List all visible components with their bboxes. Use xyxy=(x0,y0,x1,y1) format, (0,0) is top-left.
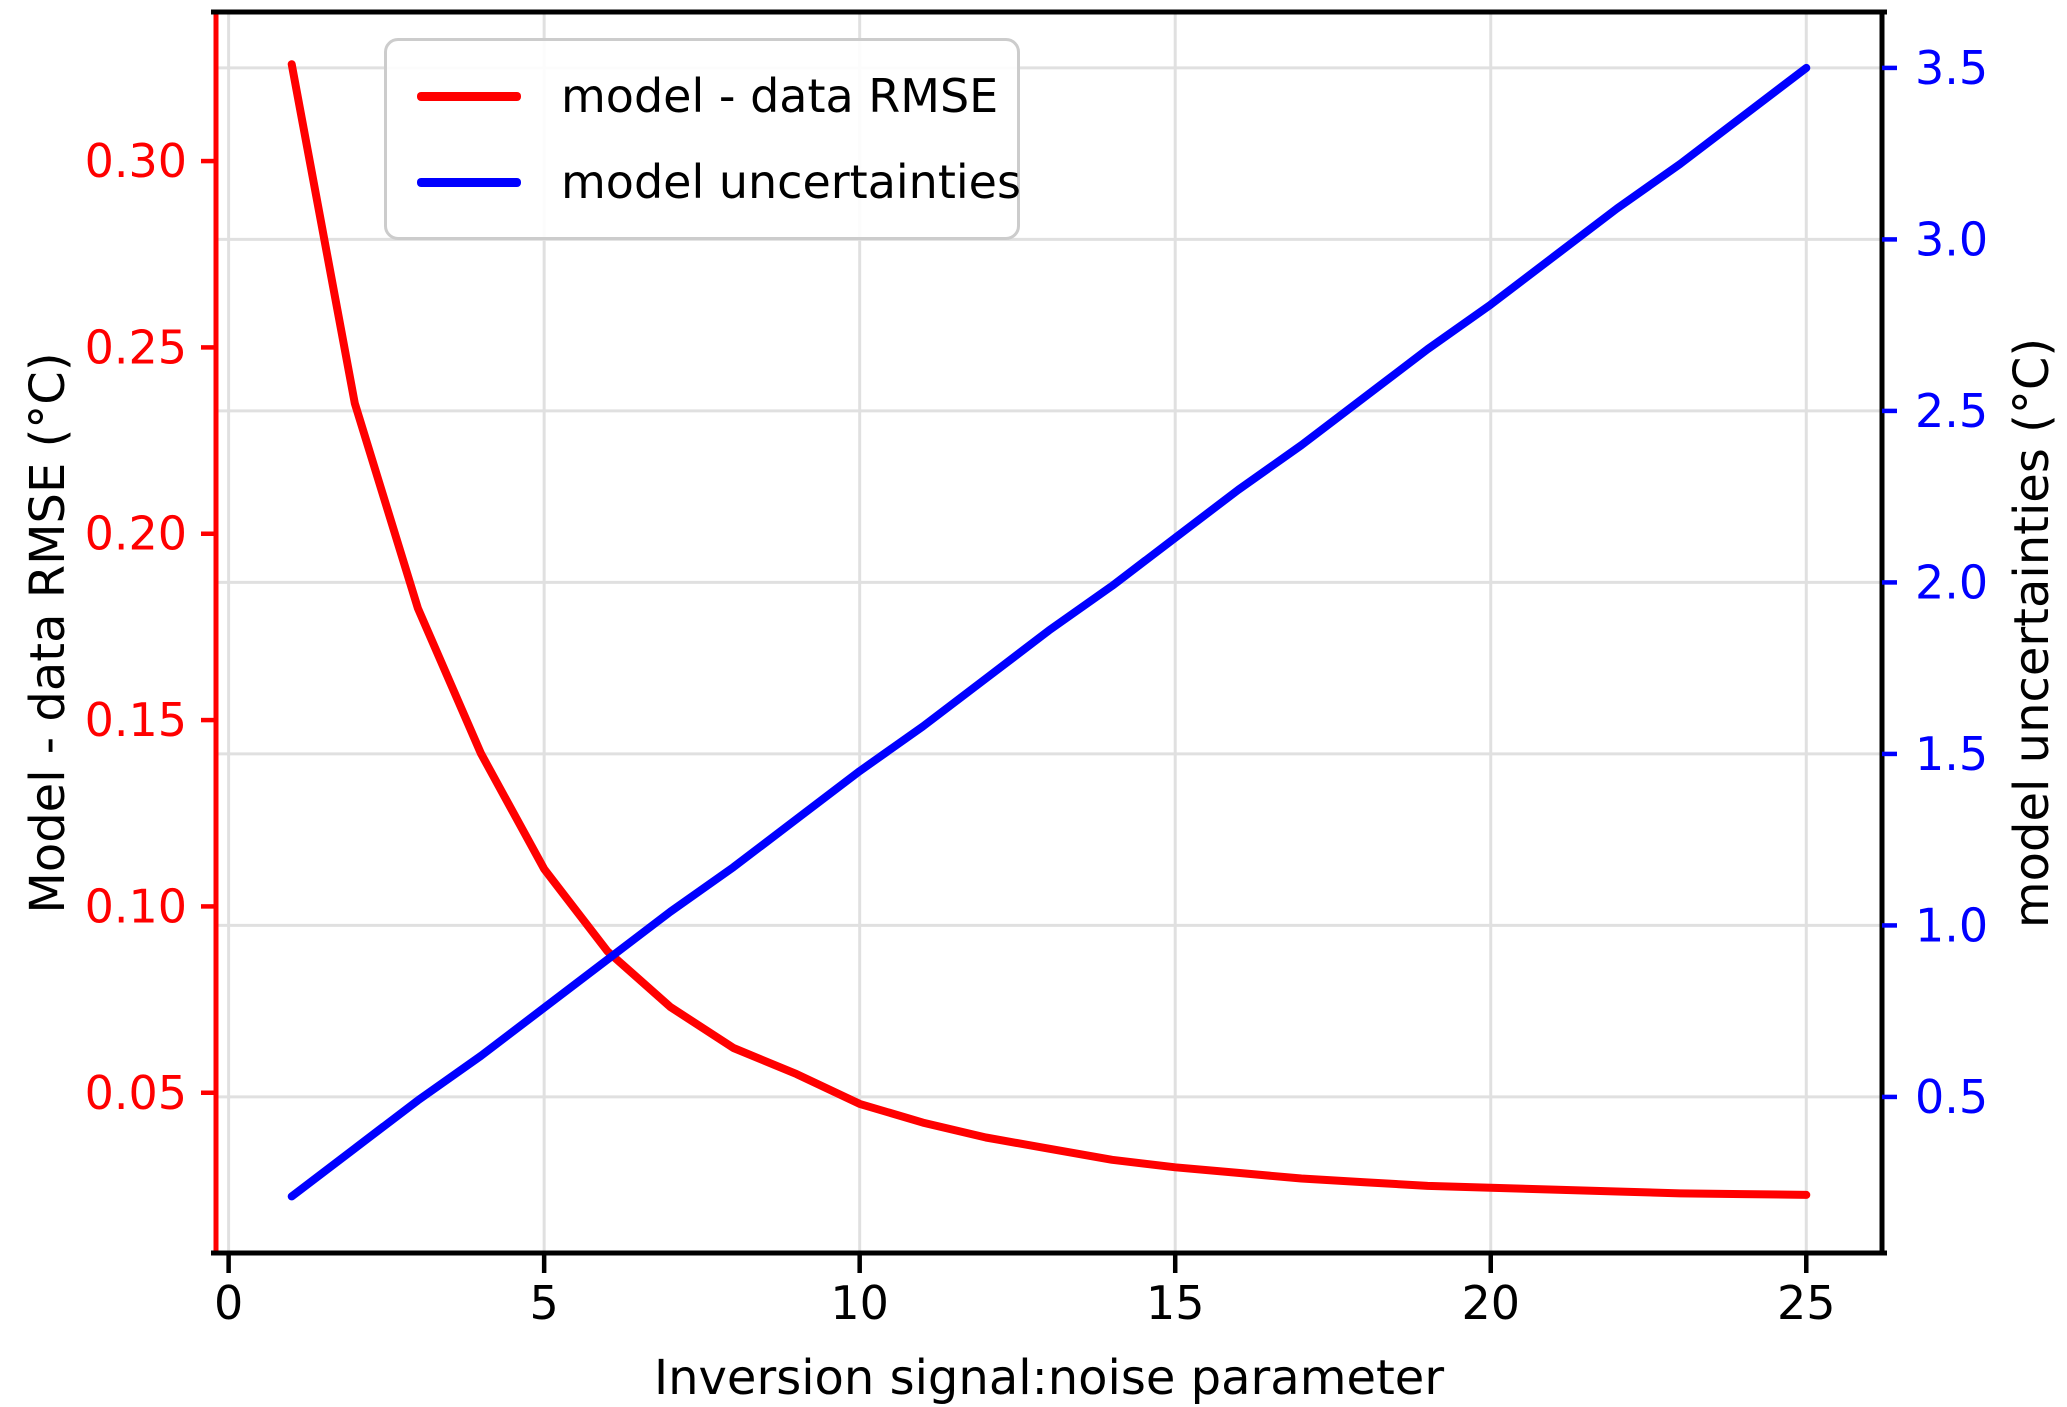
legend-label-uncertainties: model uncertainties xyxy=(561,155,1021,209)
left-tick-label: 0.15 xyxy=(85,693,187,747)
right-tick-label: 3.0 xyxy=(1915,212,1988,266)
left-tick-label: 0.30 xyxy=(85,134,187,188)
x-tick-label: 20 xyxy=(1461,1276,1520,1330)
left-y-axis-label: Model - data RMSE (°C) xyxy=(20,352,76,914)
x-tick-label: 15 xyxy=(1146,1276,1205,1330)
left-tick-label: 0.25 xyxy=(85,320,187,374)
right-tick-label: 0.5 xyxy=(1915,1070,1988,1124)
x-tick-label: 25 xyxy=(1777,1276,1836,1330)
left-tick-label: 0.05 xyxy=(85,1066,187,1120)
x-axis-label: Inversion signal:noise parameter xyxy=(653,1350,1445,1406)
right-tick-label: 3.5 xyxy=(1915,41,1988,95)
right-tick-label: 2.5 xyxy=(1915,384,1988,438)
right-tick-label: 2.0 xyxy=(1915,555,1988,609)
x-tick-label: 5 xyxy=(530,1276,559,1330)
legend-entry-uncertainties: model uncertainties xyxy=(417,159,1021,205)
legend: model - data RMSE model uncertainties xyxy=(384,38,1021,240)
uncertainties-line-swatch xyxy=(417,177,521,187)
left-tick-label: 0.20 xyxy=(85,507,187,561)
legend-entry-rmse: model - data RMSE xyxy=(417,73,1021,119)
left-tick-label: 0.10 xyxy=(85,879,187,933)
rmse-curve xyxy=(287,60,1811,1199)
x-tick-label: 10 xyxy=(830,1276,889,1330)
right-tick-label: 1.5 xyxy=(1915,727,1988,781)
x-tick-label: 0 xyxy=(214,1276,243,1330)
legend-label-rmse: model - data RMSE xyxy=(561,69,999,123)
uncertainties-line xyxy=(287,63,1811,1201)
rmse-line-swatch xyxy=(417,91,521,101)
right-tick-label: 1.0 xyxy=(1915,898,1988,952)
right-y-axis-label: model uncertainties (°C) xyxy=(2004,337,2060,929)
